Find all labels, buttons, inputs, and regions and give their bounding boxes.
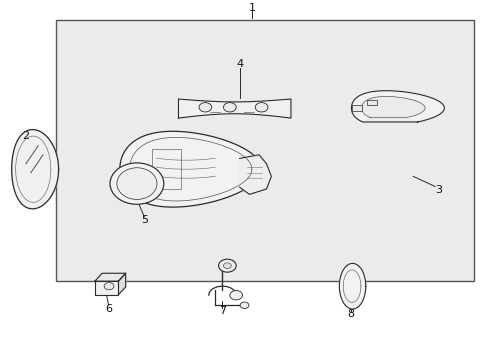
Circle shape — [218, 259, 236, 272]
Polygon shape — [239, 155, 271, 194]
Circle shape — [104, 283, 114, 290]
Text: 5: 5 — [141, 215, 147, 225]
Polygon shape — [178, 99, 290, 118]
Text: 7: 7 — [219, 306, 225, 316]
Bar — [366, 100, 376, 105]
Circle shape — [229, 291, 242, 300]
Polygon shape — [339, 264, 365, 309]
Text: 1: 1 — [248, 3, 255, 13]
Polygon shape — [12, 130, 59, 209]
Bar — [95, 281, 118, 295]
Polygon shape — [120, 131, 261, 207]
Polygon shape — [351, 91, 444, 122]
Circle shape — [223, 263, 231, 269]
Bar — [351, 105, 361, 111]
Text: 4: 4 — [236, 59, 243, 69]
Text: 2: 2 — [22, 131, 29, 141]
Text: 8: 8 — [347, 309, 354, 319]
Polygon shape — [95, 273, 125, 281]
Ellipse shape — [117, 168, 157, 199]
Polygon shape — [118, 273, 125, 295]
Circle shape — [255, 103, 267, 112]
Circle shape — [199, 103, 211, 112]
Ellipse shape — [110, 163, 163, 204]
Text: 3: 3 — [435, 185, 442, 195]
Bar — [56, 20, 473, 281]
Circle shape — [240, 302, 248, 309]
Circle shape — [223, 103, 236, 112]
Text: 6: 6 — [105, 303, 112, 314]
